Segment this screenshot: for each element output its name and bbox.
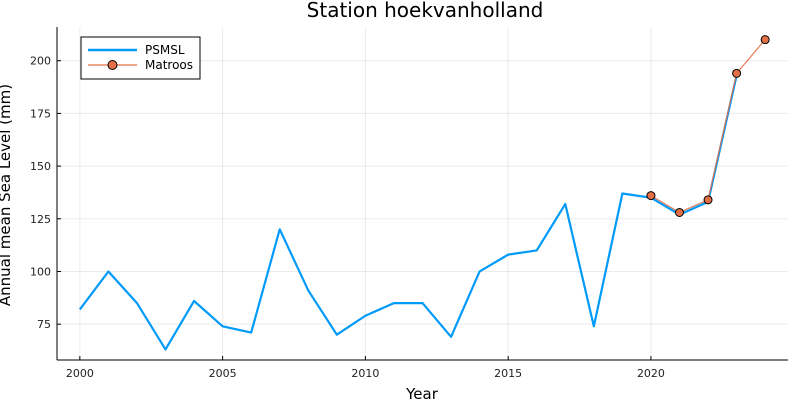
data-point-matroos bbox=[646, 191, 656, 201]
series-line-matroos bbox=[650, 39, 766, 214]
legend-psmsl-label: PSMSL bbox=[145, 43, 185, 57]
data-point-matroos bbox=[760, 35, 770, 45]
series bbox=[78, 35, 770, 351]
x-tick-label: 2015 bbox=[494, 367, 522, 380]
legend-matroos-marker bbox=[107, 60, 118, 70]
y-tick-label: 200 bbox=[30, 55, 51, 68]
x-axis-label: Year bbox=[405, 385, 439, 400]
x-tick-label: 2005 bbox=[209, 367, 237, 380]
chart-title: Station hoekvanholland bbox=[307, 0, 544, 22]
legend: PSMSL Matroos bbox=[80, 36, 201, 80]
y-tick-label: 75 bbox=[37, 318, 51, 331]
y-tick-label: 125 bbox=[30, 213, 51, 226]
y-tick-label: 150 bbox=[30, 160, 51, 173]
y-tick-label: 175 bbox=[30, 107, 51, 120]
legend-box bbox=[80, 36, 201, 80]
x-tick-label: 2000 bbox=[66, 367, 94, 380]
x-tick-label: 2010 bbox=[351, 367, 379, 380]
legend-matroos-label: Matroos bbox=[145, 58, 193, 72]
ticks: 2000 2005 2010 2015 2020 75 100 125 150 175 200 bbox=[30, 55, 665, 380]
axes bbox=[56, 27, 788, 361]
data-point-matroos bbox=[732, 68, 742, 78]
series-line-psmsl bbox=[78, 75, 738, 351]
y-tick-label: 100 bbox=[30, 265, 51, 278]
x-tick-label: 2020 bbox=[637, 367, 665, 380]
y-axis-label: Annual mean Sea Level (mm) bbox=[0, 84, 14, 306]
data-point-matroos bbox=[674, 207, 684, 217]
data-point-matroos bbox=[703, 195, 713, 205]
